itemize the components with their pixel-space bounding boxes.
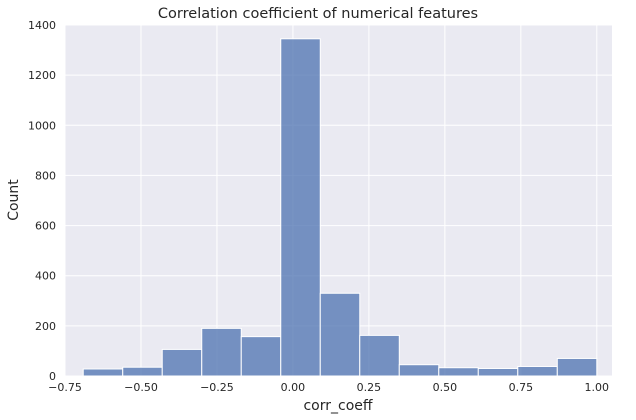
y-tick-label: 1000: [28, 119, 56, 132]
histogram-bar: [398, 364, 440, 377]
histogram-bar: [280, 38, 321, 377]
histogram-bar: [438, 367, 479, 377]
x-tick-label: −0.50: [124, 381, 158, 394]
y-axis-label: Count: [6, 179, 22, 221]
histogram-bar: [122, 366, 163, 377]
histogram-bar: [161, 348, 203, 377]
y-tick-label: 600: [35, 220, 56, 233]
x-tick-label: 0.25: [357, 381, 382, 394]
y-tick-label: 0: [49, 370, 56, 383]
x-tick-label: −0.75: [48, 381, 82, 394]
y-axis-ticks: 0 200 400 600 800 1000 1200 1400: [28, 19, 56, 383]
histogram-bar: [240, 336, 282, 377]
y-tick-label: 200: [35, 320, 56, 333]
histogram-bar: [477, 367, 519, 377]
x-tick-label: −0.25: [200, 381, 234, 394]
histogram-bars: [82, 38, 598, 377]
y-tick-label: 800: [35, 169, 56, 182]
histogram-bar: [201, 327, 242, 377]
y-tick-label: 400: [35, 270, 56, 283]
x-tick-label: 0.50: [433, 381, 458, 394]
y-tick-label: 1200: [28, 69, 56, 82]
x-tick-label: 0.00: [281, 381, 306, 394]
x-tick-label: 1.00: [585, 381, 610, 394]
x-axis-label: corr_coeff: [303, 398, 372, 414]
histogram-bar: [556, 357, 598, 377]
y-tick-label: 1400: [28, 19, 56, 32]
x-axis-ticks: −0.75 −0.50 −0.25 0.00 0.25 0.50 0.75 1.00: [48, 381, 609, 394]
histogram-bar: [319, 292, 361, 377]
histogram-bar: [359, 334, 400, 377]
chart-title: Correlation coefficient of numerical fea…: [158, 6, 478, 22]
histogram-bar: [517, 365, 558, 377]
histogram-bar: [82, 368, 124, 377]
x-tick-label: 0.75: [509, 381, 534, 394]
